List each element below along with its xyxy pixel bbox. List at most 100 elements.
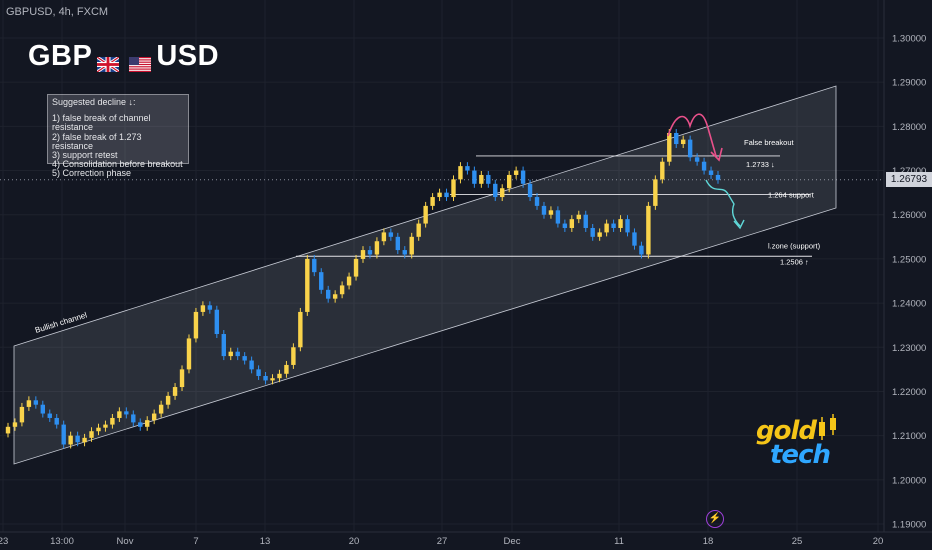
candle-body bbox=[33, 400, 39, 405]
y-tick-label: 1.30000 bbox=[892, 34, 926, 45]
candle-body bbox=[583, 214, 588, 228]
candle-body bbox=[47, 413, 52, 418]
candle-body bbox=[653, 179, 658, 206]
candle-body bbox=[12, 422, 18, 427]
candle-body bbox=[61, 424, 66, 445]
candle-body bbox=[263, 375, 268, 381]
candle-body bbox=[75, 435, 80, 443]
candle-body bbox=[221, 334, 226, 357]
note-item: 1) false break of channel resistance bbox=[52, 113, 151, 133]
candle-body bbox=[458, 166, 463, 180]
candle-body bbox=[277, 373, 282, 379]
candle-body bbox=[597, 232, 602, 237]
candle-body bbox=[430, 197, 435, 206]
candle-body bbox=[103, 424, 108, 428]
candle-body bbox=[235, 351, 240, 357]
candle-body bbox=[207, 305, 213, 310]
candle-body bbox=[312, 258, 317, 273]
candle-body bbox=[451, 179, 456, 198]
candle-body bbox=[124, 411, 129, 415]
candle-logo-icon bbox=[819, 414, 836, 440]
price-axis-bg bbox=[884, 0, 932, 550]
candle-body bbox=[646, 205, 651, 255]
candle-body bbox=[576, 214, 581, 220]
x-tick-label: 18 bbox=[703, 536, 714, 547]
logo-line-1: gold bbox=[756, 416, 817, 446]
goldtech-logo: gold tech bbox=[756, 414, 840, 476]
candle-body bbox=[26, 400, 32, 407]
candle-body bbox=[569, 219, 575, 228]
x-tick-label: 20 bbox=[873, 536, 884, 547]
y-tick-label: 1.20000 bbox=[892, 475, 926, 486]
level-label: False breakout bbox=[744, 138, 795, 147]
candle-body bbox=[687, 139, 693, 158]
candle-body bbox=[68, 435, 73, 445]
symbol-label[interactable]: GBPUSD, 4h, FXCM bbox=[6, 6, 109, 18]
us-flag-icon bbox=[129, 47, 152, 72]
candle-body bbox=[667, 132, 672, 162]
candle-body bbox=[555, 210, 561, 224]
candle-body bbox=[486, 174, 491, 184]
candle-body bbox=[172, 387, 178, 396]
candle-body bbox=[465, 166, 470, 171]
candle-body bbox=[89, 431, 94, 438]
candle-body bbox=[416, 223, 421, 237]
note-item: 5) Correction phase bbox=[52, 168, 132, 179]
candle-body bbox=[145, 420, 150, 427]
candle-body bbox=[500, 188, 505, 198]
level-label: l.zone (support) bbox=[768, 241, 821, 250]
candle-body bbox=[193, 311, 199, 339]
x-tick-label: 25 bbox=[792, 536, 803, 547]
x-tick-label: 13:00 bbox=[50, 536, 74, 547]
candle-body bbox=[19, 406, 25, 423]
candle-body bbox=[200, 305, 206, 312]
arrow-head bbox=[733, 219, 745, 230]
candle-body bbox=[562, 223, 568, 228]
candle-body bbox=[604, 223, 609, 233]
y-tick-label: 1.28000 bbox=[892, 122, 926, 133]
quote-currency: USD bbox=[156, 40, 220, 72]
false-breakout-arrow bbox=[667, 113, 717, 157]
y-tick-label: 1.25000 bbox=[892, 254, 926, 265]
y-tick-label: 1.29000 bbox=[892, 78, 926, 89]
projection-arrow bbox=[705, 179, 741, 227]
candle-body bbox=[228, 351, 233, 357]
candle-body bbox=[96, 427, 101, 432]
candle-body bbox=[165, 395, 171, 405]
y-tick-label: 1.21000 bbox=[892, 431, 926, 442]
candle-body bbox=[618, 219, 623, 228]
candle-body bbox=[423, 205, 428, 224]
candle-body bbox=[353, 258, 359, 277]
candle-body bbox=[117, 411, 122, 418]
candle-body bbox=[5, 426, 11, 434]
candle-body bbox=[534, 197, 540, 206]
candle-body bbox=[479, 174, 484, 184]
candle-body bbox=[493, 183, 498, 198]
x-tick-label: 13 bbox=[260, 536, 271, 547]
y-tick-label: 1.27000 bbox=[892, 166, 926, 177]
lightning-icon[interactable]: ⚡ bbox=[706, 510, 724, 528]
current-price-tag: 1.26793 bbox=[886, 172, 932, 187]
y-tick-label: 1.26000 bbox=[892, 210, 926, 221]
x-tick-label: 23 bbox=[0, 536, 8, 547]
candle-body bbox=[590, 227, 595, 237]
candle-body bbox=[395, 236, 401, 251]
y-tick-label: 1.19000 bbox=[892, 520, 926, 531]
candle-body bbox=[131, 414, 136, 423]
page-title: GBP USD bbox=[28, 40, 220, 74]
y-tick-label: 1.24000 bbox=[892, 299, 926, 310]
candle-body bbox=[54, 417, 59, 425]
analysis-note: Suggested decline ↓: 1) false break of c… bbox=[47, 94, 189, 178]
candle-body bbox=[179, 369, 185, 388]
candle-body bbox=[158, 404, 164, 414]
note-heading: Suggested decline ↓: bbox=[52, 97, 136, 107]
candle-body bbox=[82, 437, 87, 443]
candle-body bbox=[249, 360, 254, 370]
candle-body bbox=[339, 285, 345, 295]
candle-body bbox=[325, 289, 331, 299]
candle-body bbox=[360, 250, 366, 259]
candle-body bbox=[40, 404, 46, 414]
candle-body bbox=[151, 413, 157, 421]
candle-body bbox=[298, 311, 303, 348]
